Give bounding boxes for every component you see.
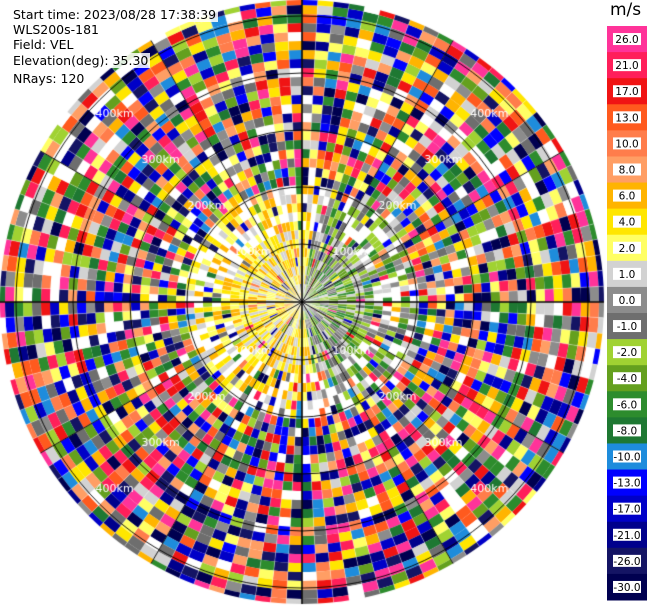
colorbar-tick-bg (613, 59, 641, 72)
colorbar-tick-bg (613, 189, 641, 202)
colorbar-tick-bg (613, 580, 641, 593)
colorbar-tick-label: 6.0 (619, 191, 636, 203)
colorbar-tick-label: -6.0 (617, 399, 638, 411)
velocity-colorbar: 26.0 21.0 17.0 13.0 10.0 8.0 6.0 4.0 2.0 1.0 0.0 -1… (607, 26, 647, 601)
colorbar-tick-label: -10.0 (613, 452, 640, 464)
colorbar-tick-bg (613, 163, 641, 176)
colorbar-tick-label: 4.0 (619, 217, 636, 229)
colorbar-tick-bg (613, 424, 641, 437)
colorbar-tick-label: 8.0 (619, 165, 636, 177)
colorbar-tick-label: -1.0 (617, 321, 638, 333)
field-label: Field: VEL (11, 37, 76, 52)
colorbar-tick-bg (613, 267, 641, 280)
colorbar-tick-bg (613, 85, 641, 98)
colorbar-tick-bg (613, 554, 641, 567)
colorbar-tick-label: 21.0 (615, 60, 638, 72)
colorbar-unit-label: m/s (610, 0, 642, 20)
colorbar-tick-label: -4.0 (617, 373, 638, 385)
colorbar-tick-bg (613, 293, 641, 306)
elevation-label: Elevation(deg): 35.30 (11, 53, 151, 68)
colorbar-tick-label: 13.0 (615, 112, 638, 124)
colorbar-tick-bg (613, 398, 641, 411)
colorbar-tick-bg (613, 137, 641, 150)
colorbar-tick-bg (613, 502, 641, 515)
colorbar-tick-bg (613, 241, 641, 254)
colorbar-tick-bg (613, 476, 641, 489)
colorbar-tick-bg (613, 111, 641, 124)
colorbar-tick-label: -21.0 (613, 530, 640, 542)
colorbar-tick-label: -17.0 (613, 504, 640, 516)
colorbar-tick-label: 2.0 (619, 243, 636, 255)
colorbar-tick-bg (613, 372, 641, 385)
start-time-label: Start time: 2023/08/28 17:38:39 (11, 7, 219, 22)
colorbar-tick-bg (613, 528, 641, 541)
colorbar-tick-label: -13.0 (613, 478, 640, 490)
colorbar-tick-bg (613, 346, 641, 359)
nrays-label: NRays: 120 (11, 71, 87, 86)
colorbar-tick-label: 0.0 (619, 295, 636, 307)
colorbar-tick-bg (613, 450, 641, 463)
colorbar-tick-label: -26.0 (613, 556, 640, 568)
colorbar-tick-bg (613, 33, 641, 46)
colorbar-tick-label: -30.0 (613, 582, 640, 594)
colorbar-tick-label: 10.0 (615, 138, 638, 150)
colorbar-tick-label: 1.0 (619, 269, 636, 281)
colorbar-tick-bg (613, 320, 641, 333)
colorbar-tick-label: 26.0 (615, 34, 638, 46)
colorbar-tick-label: 17.0 (615, 86, 638, 98)
colorbar-tick-label: -2.0 (617, 347, 638, 359)
instrument-label: WLS200s-181 (11, 22, 101, 37)
colorbar-tick-bg (613, 215, 641, 228)
colorbar-tick-label: -8.0 (617, 425, 638, 437)
